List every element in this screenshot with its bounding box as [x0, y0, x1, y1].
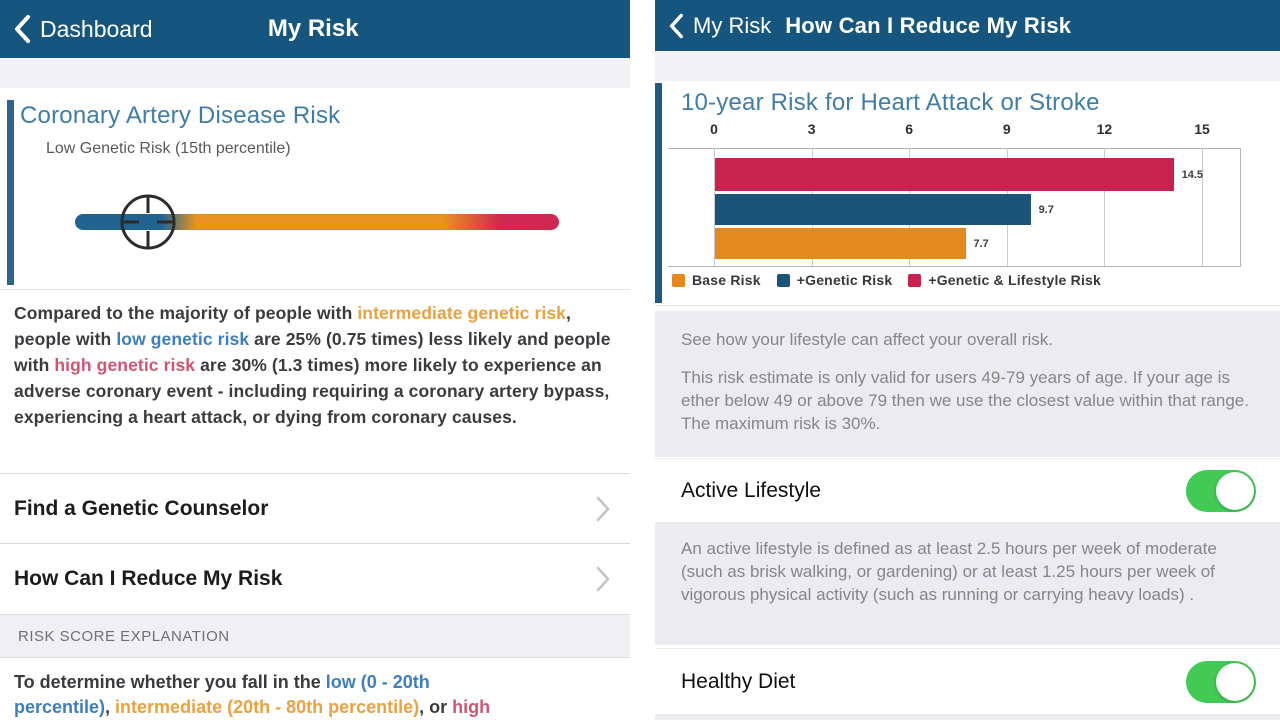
toggle-label: Healthy Diet: [681, 669, 796, 693]
back-chevron-icon: [15, 15, 30, 43]
legend-label: +Genetic & Lifestyle Risk: [928, 272, 1102, 288]
row-healthy-diet: Healthy Diet: [655, 648, 1280, 714]
bar: [715, 228, 966, 259]
toggle-knob: [1216, 662, 1254, 701]
risk-score-explanation-paragraph: To determine whether you fall in the low…: [14, 670, 614, 720]
lifestyle-info-box: See how your lifestyle can affect your o…: [655, 311, 1280, 457]
bar-value-label: 14.5: [1181, 168, 1203, 181]
bar: [715, 194, 1031, 225]
screen-reduce-my-risk: My Risk How Can I Reduce My Risk 10-year…: [655, 0, 1280, 720]
risk-marker-crosshair-icon: [120, 194, 176, 250]
x-tick-label: 15: [1194, 121, 1210, 137]
x-tick-label: 12: [1096, 121, 1113, 137]
card-subtitle: Low Genetic Risk (15th percentile): [46, 140, 291, 157]
active-lifestyle-description-box: An active lifestyle is defined as at lea…: [655, 522, 1280, 645]
chart-ticks: 0 3 6 9 12 15: [710, 121, 1210, 139]
chart-title: 10-year Risk for Heart Attack or Stroke: [681, 89, 1100, 116]
legend-item: +Genetic Risk: [776, 272, 893, 288]
toggle-knob: [1216, 471, 1254, 510]
back-chevron-icon: [669, 13, 683, 38]
page-title: How Can I Reduce My Risk: [785, 12, 1072, 38]
x-tick-label: 9: [1002, 121, 1011, 137]
gridline: [714, 148, 715, 266]
legend-swatch: [908, 273, 922, 287]
legend-label: Base Risk: [692, 272, 761, 288]
healthy-diet-toggle[interactable]: [1186, 660, 1256, 703]
page-title: My Risk: [267, 15, 359, 42]
status-gap: [0, 58, 630, 88]
intermediate-percentile-text: intermediate (20th - 80th percentile): [115, 697, 420, 717]
status-gap: [655, 51, 1280, 81]
back-label: Dashboard: [40, 15, 153, 42]
back-button-dashboard[interactable]: Dashboard: [0, 13, 153, 45]
bar-row: 7.7: [715, 228, 1203, 259]
chart-axis-top: [668, 148, 1241, 149]
chevron-right-icon: [596, 496, 610, 521]
card-title: Coronary Artery Disease Risk: [20, 102, 341, 129]
legend-item: +Genetic & Lifestyle Risk: [908, 272, 1101, 288]
intermediate-risk-text: intermediate genetic risk: [357, 303, 567, 323]
coronary-risk-card: Coronary Artery Disease Risk Low Genetic…: [0, 88, 630, 290]
active-lifestyle-description: An active lifestyle is defined as at lea…: [681, 539, 1217, 604]
card-accent-bar: [7, 100, 14, 285]
high-risk-text: high genetic risk: [54, 355, 196, 375]
gridline: [1202, 148, 1203, 266]
low-risk-text: low genetic risk: [116, 329, 250, 349]
legend-item: Base Risk: [672, 272, 761, 288]
gridline: [1104, 148, 1106, 266]
high-percentile-text: high: [452, 697, 491, 717]
back-label: My Risk: [693, 12, 772, 38]
explanation-line-2: percentile), intermediate (20th - 80th p…: [14, 697, 491, 717]
x-tick-label: 0: [710, 121, 718, 137]
menu-item-how-reduce-risk[interactable]: How Can I Reduce My Risk: [0, 543, 630, 614]
info-line-2: This risk estimate is only valid for use…: [681, 368, 1249, 433]
section-header-risk-score-explanation: RISK SCORE EXPLANATION: [0, 614, 630, 658]
card-accent-bar: [655, 83, 662, 303]
info-line-1: See how your lifestyle can affect your o…: [681, 330, 1053, 349]
chart-right-edge: [1240, 148, 1241, 266]
left-nav-bar: Dashboard My Risk: [0, 0, 630, 58]
low-percentile-text: low (0 - 20th: [325, 672, 430, 692]
bar: [715, 158, 1174, 191]
x-tick-label: 3: [807, 121, 816, 137]
back-button-my-risk[interactable]: My Risk: [655, 12, 771, 40]
next-description-box-edge: [655, 714, 1280, 720]
legend-swatch: [776, 273, 790, 287]
chart-bars: 14.5 9.7 7.7: [715, 148, 1203, 266]
bar-value-label: 9.7: [1038, 203, 1054, 216]
screen-my-risk: Dashboard My Risk Coronary Artery Diseas…: [0, 0, 630, 720]
row-active-lifestyle: Active Lifestyle: [655, 458, 1280, 522]
chart-legend: Base Risk +Genetic Risk +Genetic & Lifesty…: [672, 272, 1101, 288]
chevron-right-icon: [596, 566, 610, 592]
bar-row: 9.7: [715, 194, 1203, 225]
bar-row: 14.5: [715, 158, 1203, 191]
risk-gradient-bar: [75, 214, 559, 230]
menu-label: How Can I Reduce My Risk: [14, 567, 283, 590]
menu-item-find-genetic-counselor[interactable]: Find a Genetic Counselor: [0, 473, 630, 543]
legend-label: +Genetic Risk: [796, 272, 893, 288]
explanation-line-1: To determine whether you fall in the low…: [14, 672, 430, 692]
legend-swatch: [672, 273, 685, 287]
x-tick-label: 6: [905, 121, 914, 137]
menu-label: Find a Genetic Counselor: [14, 496, 269, 520]
risk-comparison-paragraph: Compared to the majority of people with …: [14, 303, 611, 427]
active-lifestyle-toggle[interactable]: [1186, 469, 1256, 512]
bar-value-label: 7.7: [973, 237, 989, 250]
chart-axis-bottom: [668, 266, 1241, 267]
right-nav-bar: My Risk How Can I Reduce My Risk: [655, 0, 1280, 51]
toggle-label: Active Lifestyle: [681, 478, 822, 502]
ten-year-risk-chart-card: 10-year Risk for Heart Attack or Stroke …: [655, 81, 1280, 306]
